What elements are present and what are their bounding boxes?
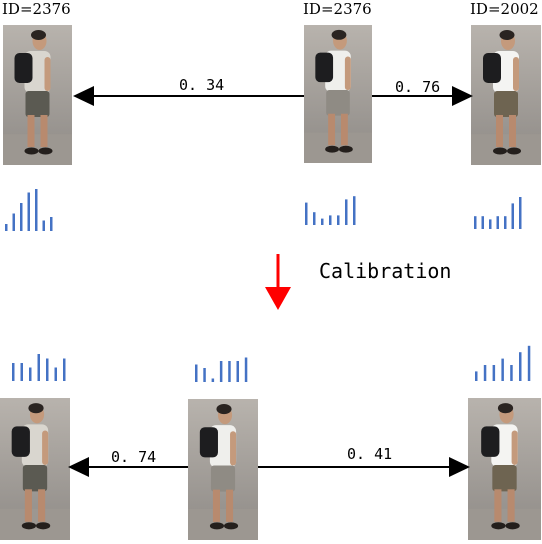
- hist-top-right-bar-5: [504, 216, 507, 229]
- arrow-top-left: [73, 86, 304, 106]
- arrow-top-right: [372, 86, 473, 106]
- hist-bottom-left-bar-5: [46, 358, 49, 381]
- hist-bottom-right-bar-2: [483, 365, 487, 381]
- hist-top-right-bar-2: [481, 216, 484, 229]
- hist-bottom-right-bar-6: [519, 352, 522, 381]
- hist-top-center: [305, 196, 356, 225]
- hist-bottom-center-bar-3: [211, 378, 215, 382]
- hist-top-right-bar-6: [511, 203, 514, 229]
- hist-top-center-bar-7: [353, 196, 356, 225]
- score-top-left: 0. 34: [179, 76, 225, 94]
- hist-bottom-center-bar-4: [219, 361, 223, 382]
- hist-top-right-bar-7: [519, 197, 522, 229]
- hist-top-center-bar-2: [313, 212, 316, 225]
- hist-bottom-center-bar-5: [228, 361, 231, 382]
- hist-top-right-bar-3: [489, 219, 492, 229]
- arrow-bottom-left: [68, 457, 188, 477]
- hist-top-right-bar-1: [474, 216, 477, 229]
- score-bottom-right: 0. 41: [347, 445, 393, 463]
- hist-bottom-right: [475, 345, 531, 381]
- photo-bottom-left: [0, 398, 70, 540]
- hist-bottom-right-bar-1: [475, 371, 478, 381]
- photo-top-center: [304, 25, 372, 163]
- hist-bottom-center-bar-1: [195, 364, 198, 382]
- score-bottom-left: 0. 74: [111, 448, 157, 466]
- hist-bottom-right-bar-3: [492, 365, 496, 381]
- hist-top-center-bar-3: [321, 218, 324, 225]
- hist-top-left-bar-4: [27, 192, 30, 231]
- hist-top-left: [5, 189, 53, 231]
- photo-bottom-center: [188, 399, 258, 540]
- hist-bottom-left-bar-1: [12, 363, 15, 381]
- hist-bottom-left: [12, 354, 66, 381]
- id-label-top-left: ID=2376: [2, 0, 71, 18]
- hist-bottom-center-bar-2: [203, 368, 206, 382]
- photo-bottom-right: [468, 398, 541, 540]
- hist-top-right-bar-4: [496, 216, 499, 229]
- hist-bottom-left-bar-2: [20, 363, 23, 381]
- hist-top-right: [474, 197, 522, 229]
- calibration-label: Calibration: [319, 259, 452, 283]
- hist-top-left-bar-3: [20, 203, 23, 231]
- hist-bottom-left-bar-3: [29, 367, 32, 381]
- hist-bottom-left-bar-6: [54, 367, 57, 381]
- hist-bottom-right-bar-7: [527, 345, 531, 381]
- hist-bottom-left-bar-4: [37, 354, 40, 381]
- hist-top-center-bar-5: [337, 215, 340, 225]
- hist-bottom-right-bar-5: [510, 365, 513, 381]
- hist-top-left-bar-6: [42, 220, 45, 231]
- hist-bottom-center: [195, 357, 248, 382]
- hist-top-left-bar-5: [35, 189, 38, 231]
- hist-bottom-center-bar-6: [236, 361, 239, 382]
- arrow-bottom-right: [258, 457, 470, 477]
- hist-top-center-bar-1: [305, 202, 308, 225]
- hist-top-left-bar-1: [5, 224, 8, 231]
- score-top-right: 0. 76: [395, 78, 441, 96]
- hist-top-center-bar-4: [329, 215, 332, 225]
- hist-top-left-bar-2: [12, 213, 15, 231]
- hist-bottom-left-bar-7: [63, 358, 66, 381]
- calibration-arrow: [265, 254, 291, 310]
- photo-top-left: [3, 25, 72, 165]
- hist-top-center-bar-6: [345, 199, 348, 225]
- hist-bottom-right-bar-4: [501, 358, 504, 381]
- hist-top-left-bar-7: [50, 217, 53, 231]
- id-label-top-right: ID=2002: [470, 0, 539, 18]
- id-label-top-center: ID=2376: [303, 0, 372, 18]
- hist-bottom-center-bar-7: [244, 357, 248, 382]
- photo-top-right: [471, 25, 541, 165]
